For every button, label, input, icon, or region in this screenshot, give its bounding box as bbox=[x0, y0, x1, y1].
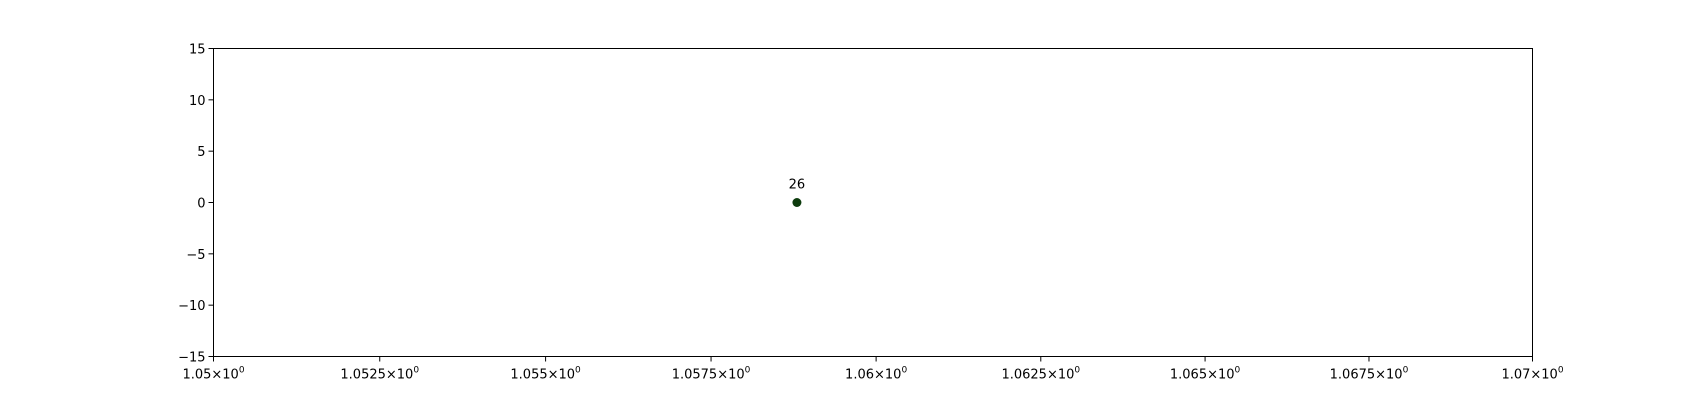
x-axis: 1.05×100 1.0525×100 1.055×100 1.0575×100 1.0… bbox=[182, 356, 1564, 383]
x-tick-label: 1.07×100 bbox=[1501, 366, 1563, 383]
data-points: 26 bbox=[789, 178, 806, 207]
data-point-label: 26 bbox=[789, 178, 806, 193]
x-tick-label: 1.05×100 bbox=[182, 366, 244, 383]
x-tick-label: 1.0525×100 bbox=[340, 366, 419, 383]
y-axis: 15 10 5 0 −5 −10 −15 bbox=[178, 43, 214, 366]
x-tick-label: 1.055×100 bbox=[510, 366, 581, 383]
x-tick-label: 1.0575×100 bbox=[672, 366, 751, 383]
x-tick-label: 1.0625×100 bbox=[1001, 366, 1080, 383]
x-tick-label: 1.065×100 bbox=[1170, 366, 1241, 383]
x-tick-label: 1.0675×100 bbox=[1330, 366, 1409, 383]
data-point bbox=[792, 198, 802, 207]
y-tick-label: −15 bbox=[178, 351, 205, 366]
x-tick-label: 1.06×100 bbox=[845, 366, 907, 383]
y-tick-label: −5 bbox=[186, 248, 205, 263]
y-tick-label: −10 bbox=[178, 299, 205, 314]
y-tick-label: 10 bbox=[189, 94, 206, 109]
y-tick-label: 5 bbox=[197, 145, 205, 160]
plot-frame bbox=[213, 48, 1533, 357]
y-tick-label: 0 bbox=[197, 197, 205, 212]
y-tick-label: 15 bbox=[189, 43, 206, 58]
